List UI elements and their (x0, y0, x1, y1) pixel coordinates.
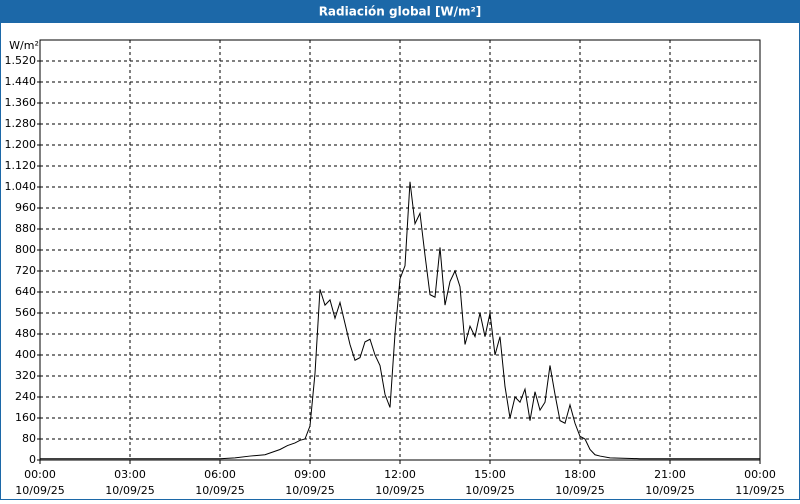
y-tick-label: 160 (15, 411, 36, 424)
y-tick-label: 240 (15, 390, 36, 403)
x-tick-label: 12:00 (384, 468, 416, 481)
x-tick-date: 10/09/25 (465, 484, 514, 497)
x-tick-label: 18:00 (564, 468, 596, 481)
y-tick-label: 720 (15, 264, 36, 277)
x-tick-label: 15:00 (474, 468, 506, 481)
y-tick-label: 400 (15, 348, 36, 361)
y-tick-label: 560 (15, 306, 36, 319)
y-tick-label: 80 (22, 432, 36, 445)
x-tick-label: 03:00 (114, 468, 146, 481)
x-tick-label: 09:00 (294, 468, 326, 481)
x-tick-label: 00:00 (24, 468, 56, 481)
x-tick-date: 10/09/25 (555, 484, 604, 497)
y-tick-label: 1.360 (5, 96, 37, 109)
y-tick-label: 880 (15, 222, 36, 235)
plot-border (39, 39, 761, 461)
x-tick-label: 06:00 (204, 468, 236, 481)
x-tick-date: 10/09/25 (285, 484, 334, 497)
x-tick-date: 11/09/25 (735, 484, 784, 497)
title-bar (0, 0, 800, 22)
data-line (40, 181, 760, 460)
x-tick-date: 10/09/25 (15, 484, 64, 497)
y-tick-label: 480 (15, 327, 36, 340)
y-tick-label: 960 (15, 201, 36, 214)
x-tick-date: 10/09/25 (645, 484, 694, 497)
x-tick-date: 10/09/25 (375, 484, 424, 497)
y-tick-label: 1.280 (5, 117, 37, 130)
y-tick-label: 1.440 (5, 75, 37, 88)
plot: 0 80 160 240 320 400 480 560 640 720 800 880 960 1.04… (5, 39, 785, 497)
y-tick-label: 1.520 (5, 54, 37, 67)
x-tick-date: 10/09/25 (195, 484, 244, 497)
x-tick-label: 00:00 (744, 468, 776, 481)
y-tick-label: 1.200 (5, 138, 37, 151)
x-tick-date: 10/09/25 (105, 484, 154, 497)
y-tick-label: 1.040 (5, 180, 37, 193)
y-axis-label: W/m² (9, 39, 39, 52)
chart-title: Radiación global [W/m²] (319, 5, 482, 19)
y-tick-label: 1.120 (5, 159, 37, 172)
y-tick-label: 640 (15, 285, 36, 298)
y-tick-label: 0 (29, 453, 36, 466)
x-tick-label: 21:00 (654, 468, 686, 481)
y-tick-label: 320 (15, 369, 36, 382)
y-tick-label: 800 (15, 243, 36, 256)
